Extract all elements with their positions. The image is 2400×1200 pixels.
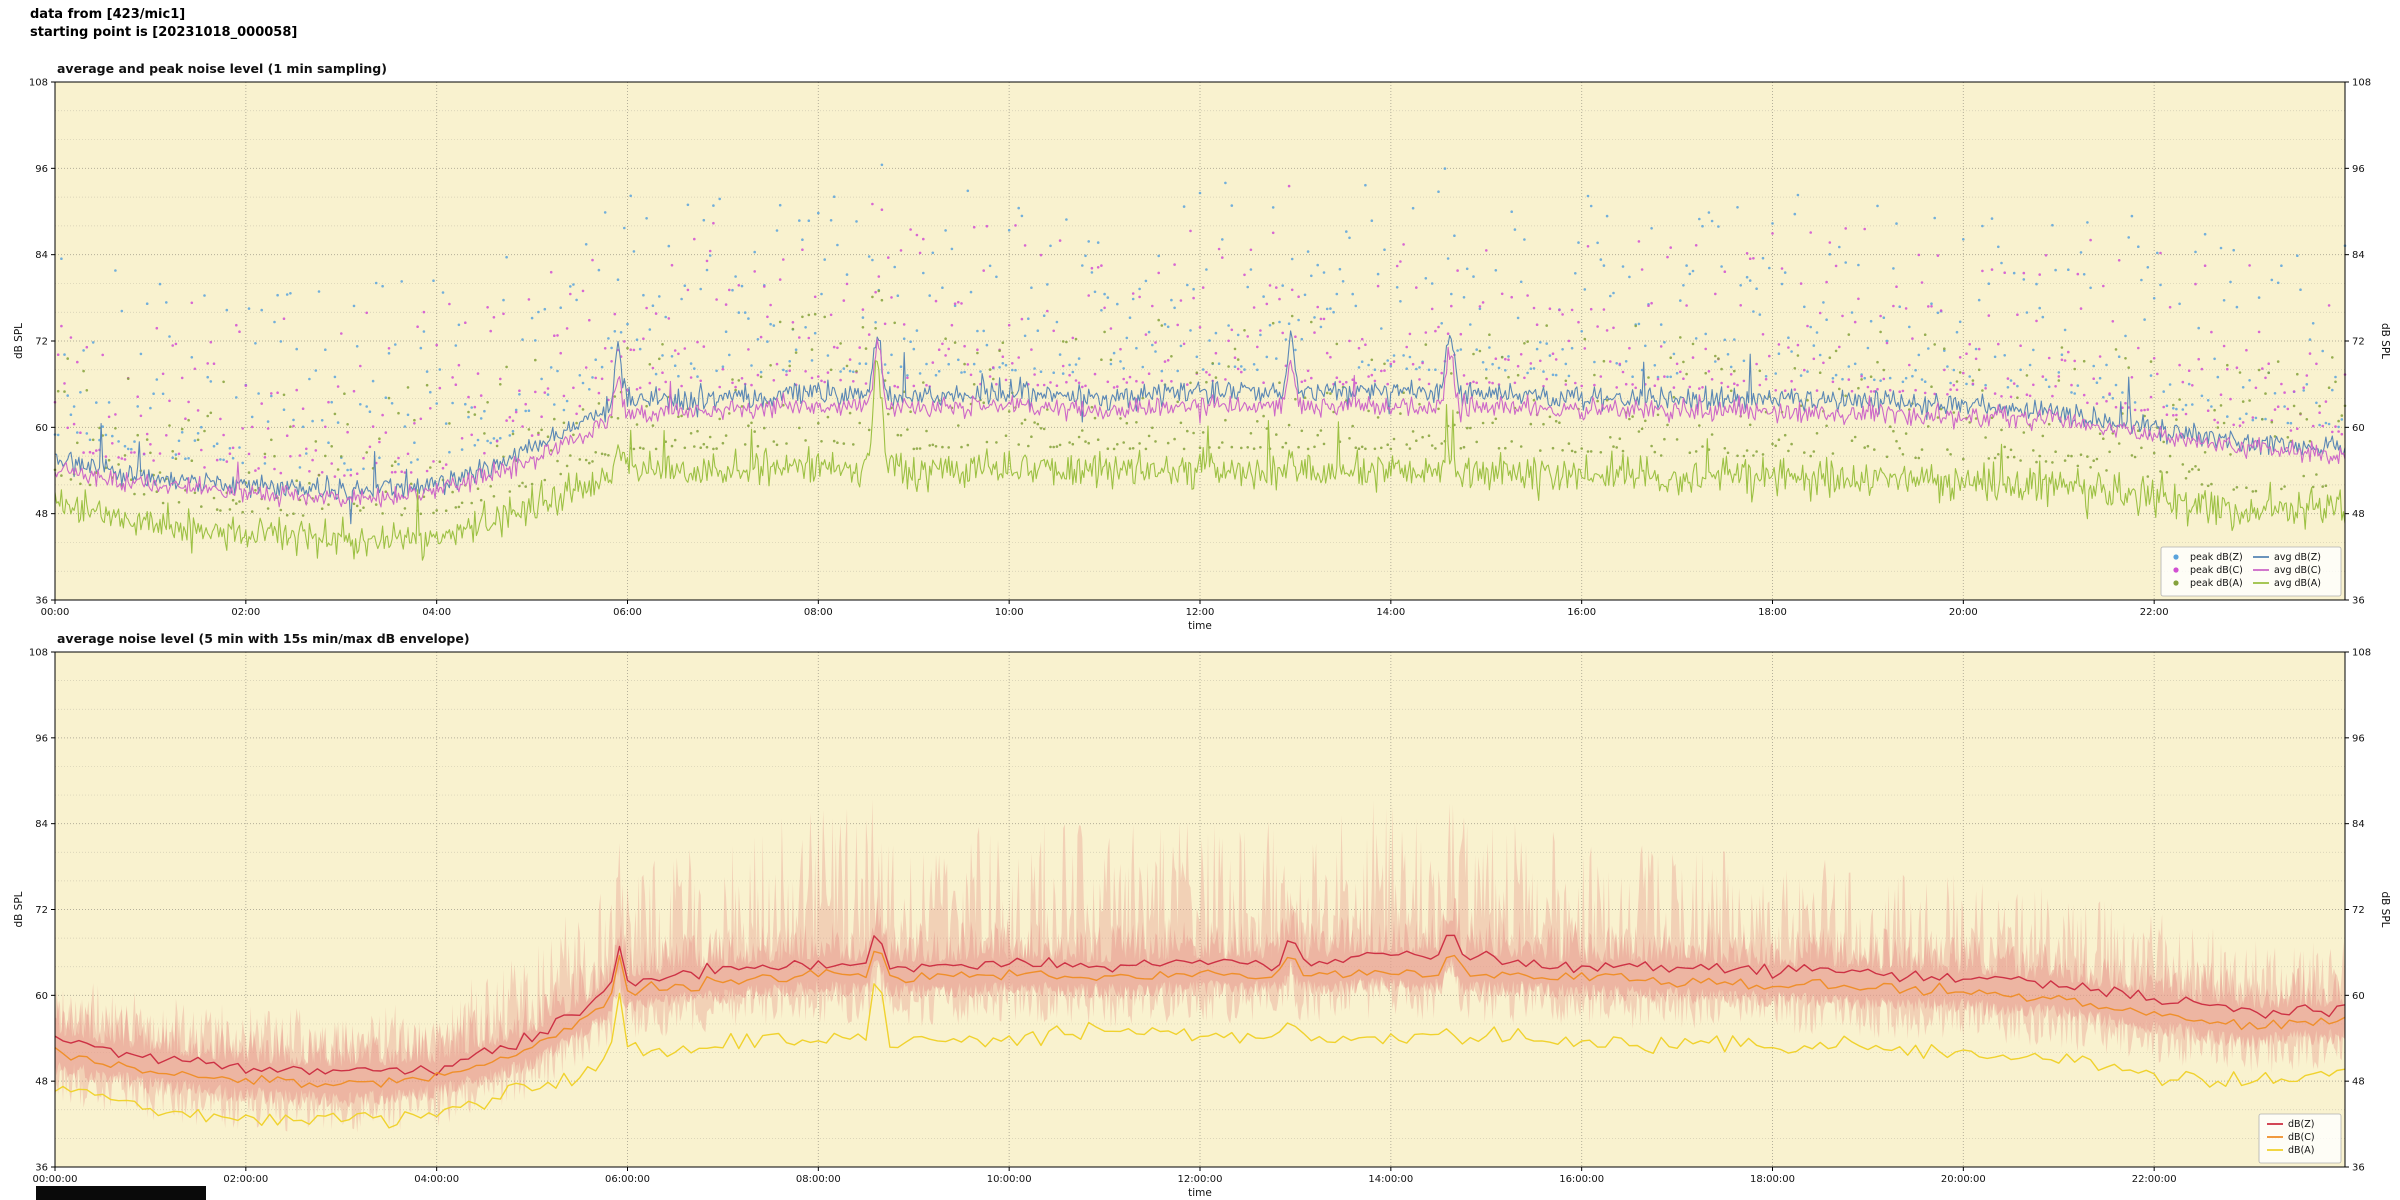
y-tick-right: 72 — [2352, 337, 2365, 348]
line-db-a — [54, 983, 2346, 1129]
y-tick-right: 108 — [2352, 648, 2371, 659]
y-tick-right: 60 — [2352, 991, 2365, 1002]
y-tick-left: 72 — [35, 905, 48, 916]
header-data-source: data from [423/mic1] — [30, 7, 186, 22]
envelope-inner — [55, 892, 2345, 1108]
y-tick-right: 84 — [2352, 250, 2365, 261]
min-max-envelope — [55, 799, 2345, 1133]
x-tick: 10:00 — [995, 607, 1024, 618]
x-tick: 08:00:00 — [796, 1174, 841, 1185]
x-axis-label: time — [1188, 620, 1212, 632]
legend: peak dB(Z) peak dB(C) peak dB(A) avg dB(Z) a… — [2160, 546, 2342, 597]
x-tick: 18:00:00 — [1750, 1174, 1795, 1185]
line-avg-db-c — [54, 338, 2346, 508]
y-tick-left: 48 — [35, 509, 48, 520]
chart-title: average noise level (5 min with 15s min/… — [57, 631, 470, 646]
x-tick: 18:00 — [1758, 607, 1787, 618]
y-tick-right: 72 — [2352, 905, 2365, 916]
x-tick: 20:00:00 — [1941, 1174, 1986, 1185]
legend-label: dB(C) — [2288, 1132, 2315, 1143]
x-tick: 12:00:00 — [1178, 1174, 1223, 1185]
y-axis-label-right: dB SPL — [2379, 891, 2391, 927]
x-tick: 22:00:00 — [2132, 1174, 2177, 1185]
y-tick-left: 36 — [35, 596, 48, 607]
x-tick: 04:00 — [422, 607, 451, 618]
legend-box — [2160, 546, 2342, 597]
y-tick-right: 84 — [2352, 819, 2365, 830]
y-tick-right: 36 — [2352, 1163, 2365, 1174]
x-tick: 16:00 — [1567, 607, 1596, 618]
chart-average-and-peak-noise-level-1-min-sampling: 36 36 48 48 60 60 72 72 84 84 96 96 108 108 00:00 02:00… — [13, 61, 2391, 632]
y-tick-right: 48 — [2352, 1077, 2365, 1088]
legend-label: avg dB(C) — [2274, 565, 2321, 576]
x-tick: 02:00:00 — [223, 1174, 268, 1185]
y-tick-left: 60 — [35, 991, 48, 1002]
legend-label: peak dB(Z) — [2190, 552, 2243, 563]
y-tick-right: 96 — [2352, 733, 2365, 744]
legend-label: avg dB(Z) — [2274, 552, 2321, 563]
x-tick: 22:00 — [2140, 607, 2169, 618]
x-tick: 08:00 — [804, 607, 833, 618]
chart-title: average and peak noise level (1 min samp… — [57, 61, 387, 76]
y-tick-right: 96 — [2352, 164, 2365, 175]
legend-dot-marker — [2173, 567, 2179, 573]
x-tick: 10:00:00 — [987, 1174, 1032, 1185]
axis-ticks-and-labels: 36 36 48 48 60 60 72 72 84 84 96 96 108 108 00:00 02:00… — [29, 78, 2371, 619]
line-avg-db-z — [54, 330, 2346, 525]
y-axis-label-left: dB SPL — [13, 891, 25, 927]
y-tick-left: 36 — [35, 1163, 48, 1174]
x-tick: 06:00:00 — [605, 1174, 650, 1185]
x-tick: 06:00 — [613, 607, 642, 618]
scatter-peak-db-z — [53, 163, 2347, 472]
y-tick-right: 36 — [2352, 596, 2365, 607]
y-tick-left: 60 — [35, 423, 48, 434]
x-tick: 00:00:00 — [33, 1174, 78, 1185]
x-tick: 20:00 — [1949, 607, 1978, 618]
x-tick: 02:00 — [231, 607, 260, 618]
x-tick: 16:00:00 — [1559, 1174, 1604, 1185]
legend: dB(Z) dB(C) dB(A) — [2258, 1113, 2342, 1164]
y-tick-left: 96 — [35, 164, 48, 175]
x-tick: 14:00:00 — [1368, 1174, 1413, 1185]
y-tick-right: 60 — [2352, 423, 2365, 434]
x-tick: 04:00:00 — [414, 1174, 459, 1185]
x-tick: 12:00 — [1186, 607, 1215, 618]
y-tick-left: 84 — [35, 819, 48, 830]
header-start-point: starting point is [20231018_000058] — [30, 25, 298, 40]
y-tick-left: 48 — [35, 1077, 48, 1088]
x-tick: 14:00 — [1376, 607, 1405, 618]
legend-label: dB(A) — [2288, 1145, 2314, 1156]
y-tick-left: 84 — [35, 250, 48, 261]
line-db-c — [54, 950, 2346, 1089]
line-avg-db-a — [54, 360, 2346, 561]
scatter-peak-db-c — [53, 184, 2347, 478]
legend-label: dB(Z) — [2288, 1119, 2314, 1130]
line-db-z — [54, 934, 2346, 1076]
legend-dot-marker — [2173, 580, 2179, 586]
legend-label: peak dB(C) — [2190, 565, 2243, 576]
legend-label: avg dB(A) — [2274, 578, 2321, 589]
y-tick-right: 48 — [2352, 509, 2365, 520]
chart-average-noise-level-5-min-with-15s-min-max-db-envelope: 36 36 48 48 60 60 72 72 84 84 96 96 108 108 00:00:00 02… — [13, 631, 2391, 1199]
legend-dot-marker — [2173, 554, 2179, 560]
x-tick: 00:00 — [41, 607, 70, 618]
y-tick-left: 108 — [29, 648, 48, 659]
y-axis-label-left: dB SPL — [13, 323, 25, 359]
y-tick-left: 96 — [35, 733, 48, 744]
y-tick-right: 108 — [2352, 78, 2371, 89]
bottom-left-black-strip — [36, 1186, 206, 1200]
axis-ticks-and-labels: 36 36 48 48 60 60 72 72 84 84 96 96 108 108 00:00:00 02… — [29, 648, 2371, 1186]
y-axis-label-right: dB SPL — [2379, 323, 2391, 359]
y-tick-left: 108 — [29, 78, 48, 89]
y-tick-left: 72 — [35, 337, 48, 348]
legend-label: peak dB(A) — [2190, 578, 2243, 589]
x-axis-label: time — [1188, 1187, 1212, 1199]
